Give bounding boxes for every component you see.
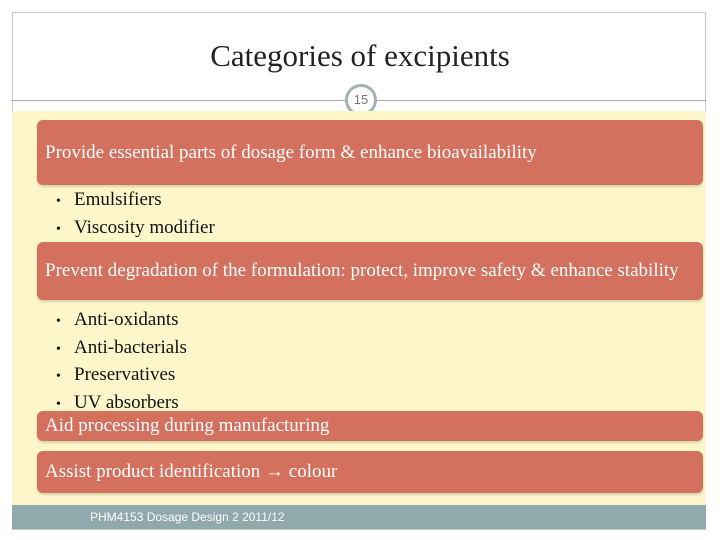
category-box: Assist product identification → colour bbox=[37, 451, 703, 493]
bullet: Anti-bacterials bbox=[56, 335, 187, 363]
bullet-list: Emulsifiers Viscosity modifier bbox=[56, 187, 215, 242]
bullet: Anti-oxidants bbox=[56, 307, 187, 335]
bullet-text: Viscosity modifier bbox=[74, 216, 215, 238]
bullet: Emulsifiers bbox=[56, 187, 215, 215]
bullet: Viscosity modifier bbox=[56, 215, 215, 243]
footer-text: PHM4153 Dosage Design 2 2011/12 bbox=[90, 510, 285, 524]
category-heading: Aid processing during manufacturing bbox=[45, 415, 330, 436]
bullet-list: Anti-oxidants Anti-bacterials Preservati… bbox=[56, 307, 187, 417]
bullet: UV absorbers bbox=[56, 390, 187, 418]
slide-title: Categories of excipients bbox=[210, 38, 510, 73]
category-box: Provide essential parts of dosage form &… bbox=[37, 120, 703, 185]
category-heading: Assist product identification → colour bbox=[45, 461, 338, 482]
category-box: Prevent degradation of the formulation: … bbox=[37, 242, 703, 300]
bullet-text: Preservatives bbox=[74, 364, 176, 385]
category-box: Aid processing during manufacturing bbox=[37, 411, 703, 441]
bullet-text: Anti-oxidants bbox=[74, 309, 179, 330]
bullet-text: Anti-bacterials bbox=[74, 336, 187, 358]
footer-bar: PHM4153 Dosage Design 2 2011/12 bbox=[12, 505, 706, 529]
bullet: Preservatives bbox=[56, 362, 187, 390]
category-heading: Prevent degradation of the formulation: … bbox=[45, 260, 679, 281]
bullet-text: Emulsifiers bbox=[74, 189, 162, 210]
bullet-text: UV absorbers bbox=[74, 391, 179, 413]
category-heading: Provide essential parts of dosage form &… bbox=[45, 141, 537, 163]
